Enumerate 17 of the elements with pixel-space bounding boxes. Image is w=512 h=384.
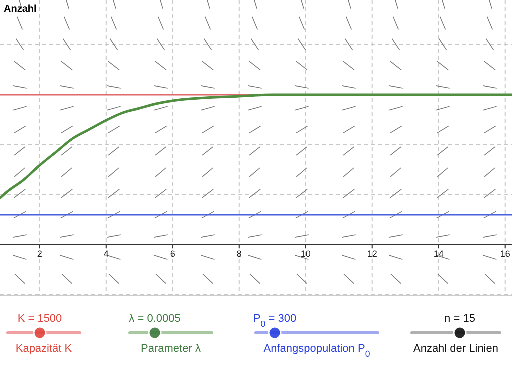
x-tick-label: 2 [37, 249, 42, 259]
text: λ = 0.0005 [129, 313, 181, 325]
x-tick-label: 8 [236, 249, 242, 259]
text: Kapazität K [16, 343, 73, 355]
x-tick-label: 6 [170, 249, 176, 259]
text: n = 15 [444, 313, 476, 325]
text: P$_{0}$ = 300 [253, 313, 297, 329]
x-tick-label: 4 [104, 249, 109, 259]
text: K = 1500 [18, 313, 62, 325]
text: Anzahl der Linien [413, 343, 499, 355]
text: Anzahl [4, 4, 37, 15]
text: Anfangspopulation P$_{0}$ [264, 343, 370, 359]
text: Parameter λ [141, 343, 202, 355]
x-tick-label: 16 [500, 249, 510, 259]
x-tick-label: 12 [367, 249, 378, 259]
x-tick-label: 14 [434, 249, 444, 259]
x-tick-label: 10 [300, 249, 311, 259]
